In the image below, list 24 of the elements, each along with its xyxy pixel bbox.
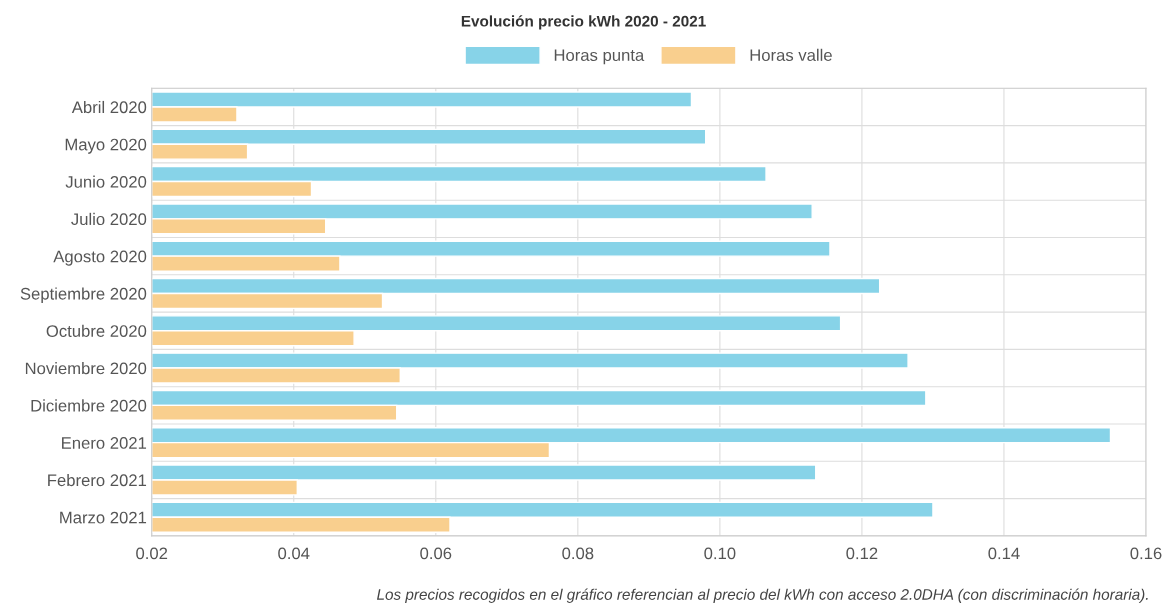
y-tick-label: Octubre 2020 xyxy=(46,324,147,337)
y-tick-label: Enero 2021 xyxy=(62,437,147,449)
y-tick-label: Marzo 2021 xyxy=(60,511,147,524)
legend-label: Horas valle xyxy=(750,48,832,62)
text: Los precios recogidos en el gráfico referencian al precio del kWh con acceso 2.0DHA (con discriminación horaria). xyxy=(376,588,1148,603)
x-tick-label: 0.04 xyxy=(278,547,310,560)
x-tick-label: 0.16 xyxy=(1130,547,1162,560)
y-tick-label: Abril 2020 xyxy=(71,100,147,114)
y-tick-label: Septiembre 2020 xyxy=(20,287,147,303)
x-tick-label: 0.10 xyxy=(704,547,736,560)
y-tick-label: Mayo 2020 xyxy=(65,138,147,154)
y-tick-label: Noviembre 2020 xyxy=(25,362,147,375)
y-tick-label: Julio 2020 xyxy=(71,212,147,226)
x-tick-label: 0.14 xyxy=(988,547,1020,560)
legend-label: Horas punta xyxy=(554,49,645,65)
y-tick-label: Agosto 2020 xyxy=(53,250,147,266)
x-tick-label: 0.06 xyxy=(420,547,452,560)
y-tick-label: Diciembre 2020 xyxy=(31,399,147,412)
x-tick-label: 0.02 xyxy=(136,547,168,560)
x-tick-label: 0.08 xyxy=(562,547,594,560)
y-tick-label: Junio 2020 xyxy=(65,175,147,188)
y-tick-label: Febrero 2021 xyxy=(48,473,147,487)
x-tick-label: 0.12 xyxy=(846,547,878,560)
chart-title: Evolución precio kWh 2020 - 2021 xyxy=(461,15,706,30)
